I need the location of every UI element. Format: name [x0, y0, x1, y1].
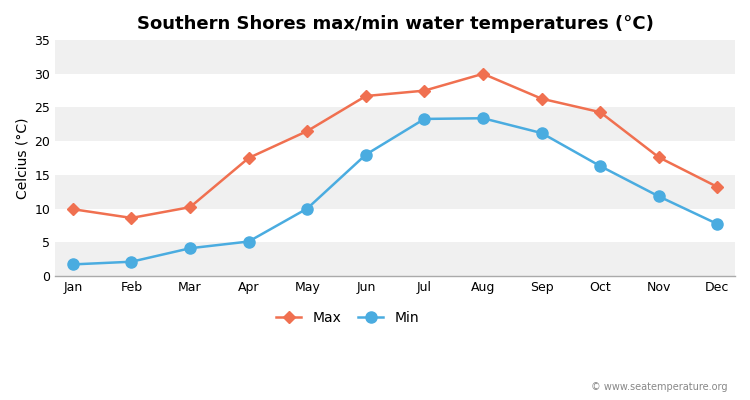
Bar — [56, 74, 735, 108]
Bar — [56, 242, 735, 276]
Bar — [56, 40, 735, 74]
Bar — [56, 108, 735, 141]
Bar — [56, 175, 735, 208]
Bar — [56, 208, 735, 242]
Y-axis label: Celcius (°C): Celcius (°C) — [15, 117, 29, 199]
Legend: Max, Min: Max, Min — [271, 305, 424, 330]
Text: © www.seatemperature.org: © www.seatemperature.org — [591, 382, 728, 392]
Bar — [56, 141, 735, 175]
Title: Southern Shores max/min water temperatures (°C): Southern Shores max/min water temperatur… — [136, 15, 653, 33]
